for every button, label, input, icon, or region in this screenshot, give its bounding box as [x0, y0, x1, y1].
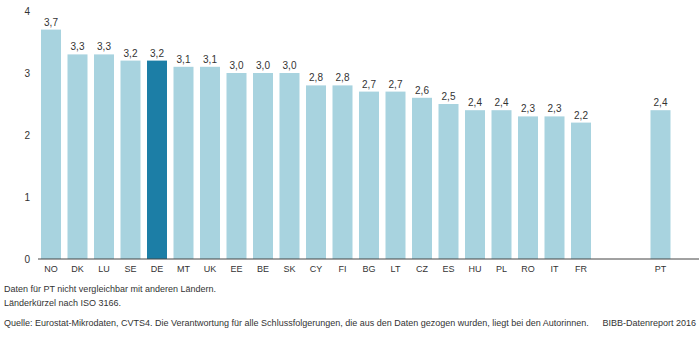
x-tick-label: LT [391, 264, 401, 274]
x-tick-label: IT [551, 264, 560, 274]
data-label: 3,1 [177, 54, 191, 65]
x-tick-label: PL [496, 264, 507, 274]
data-label: 2,8 [309, 72, 323, 83]
x-axis-line [38, 259, 699, 260]
data-label: 3,7 [44, 17, 58, 28]
bar [68, 54, 88, 259]
x-tick-label: BG [362, 264, 375, 274]
data-label: 2,4 [654, 97, 668, 108]
y-tick-label: 0 [24, 254, 30, 265]
data-label: 3,2 [150, 48, 164, 59]
x-tick-label: BE [257, 264, 269, 274]
annotation: Länderkürzel nach ISO 3166. [4, 298, 121, 308]
data-label: 3,0 [256, 60, 270, 71]
x-tick-label: FI [339, 264, 347, 274]
data-label: 3,3 [71, 41, 85, 52]
x-tick-label: LU [98, 264, 110, 274]
bar [465, 110, 485, 259]
x-tick-label: HU [469, 264, 482, 274]
bar [518, 116, 538, 259]
x-tick-label: UK [204, 264, 217, 274]
y-tick-label: 2 [24, 130, 30, 141]
data-label: 2,7 [362, 79, 376, 90]
data-label: 2,6 [415, 85, 429, 96]
data-label: 2,4 [495, 97, 509, 108]
data-label: 2,4 [468, 97, 482, 108]
data-label: 2,3 [548, 103, 562, 114]
bar [412, 98, 432, 259]
x-tick-label: RO [521, 264, 535, 274]
bars [41, 30, 671, 259]
y-tick-label: 4 [24, 6, 30, 17]
chart: 0 1 2 3 4 3,7 3,3 3,3 3,2 3,2 3,1 3,1 3,0 3,0 3,0 2,8 2,… [0, 0, 700, 344]
data-label: 2,5 [442, 91, 456, 102]
x-tick-label: FR [575, 264, 587, 274]
bar [386, 92, 406, 259]
x-tick-label: CY [310, 264, 323, 274]
bar [571, 123, 591, 259]
bar [651, 110, 671, 259]
x-tick-label: DE [151, 264, 164, 274]
data-label: 2,7 [389, 79, 403, 90]
data-label: 3,3 [97, 41, 111, 52]
bar [227, 73, 247, 259]
bar [41, 30, 61, 259]
data-label: 2,2 [574, 110, 588, 121]
bar [147, 61, 167, 259]
x-tick-label: ES [442, 264, 454, 274]
x-tick-label: SE [124, 264, 136, 274]
data-label: 3,0 [283, 60, 297, 71]
x-tick-label: NO [44, 264, 58, 274]
x-tick-label: SK [283, 264, 295, 274]
bar [306, 85, 326, 259]
data-label: 3,0 [230, 60, 244, 71]
bar [439, 104, 459, 259]
x-tick-label: EE [230, 264, 242, 274]
annotation: Daten für PT nicht vergleichbar mit ande… [4, 284, 216, 294]
data-label: 2,3 [521, 103, 535, 114]
x-tick-label: DK [71, 264, 84, 274]
x-tick-label: MT [177, 264, 190, 274]
data-label: 3,2 [124, 48, 138, 59]
y-tick-label: 3 [24, 68, 30, 79]
bar [174, 67, 194, 259]
bar [359, 92, 379, 259]
bar [545, 116, 565, 259]
data-label: 3,1 [203, 54, 217, 65]
annotation: Quelle: Eurostat-Mikrodaten, CVTS4. Die … [4, 318, 589, 328]
y-tick-label: 1 [24, 192, 30, 203]
bar [200, 67, 220, 259]
bar [492, 110, 512, 259]
bar [253, 73, 273, 259]
data-label: 2,8 [336, 72, 350, 83]
bar [280, 73, 300, 259]
x-tick-label: CZ [416, 264, 428, 274]
bar [121, 61, 141, 259]
source: BIBB-Datenreport 2016 [602, 318, 696, 328]
bar [94, 54, 114, 259]
x-tick-label: PT [655, 264, 667, 274]
bar [333, 85, 353, 259]
